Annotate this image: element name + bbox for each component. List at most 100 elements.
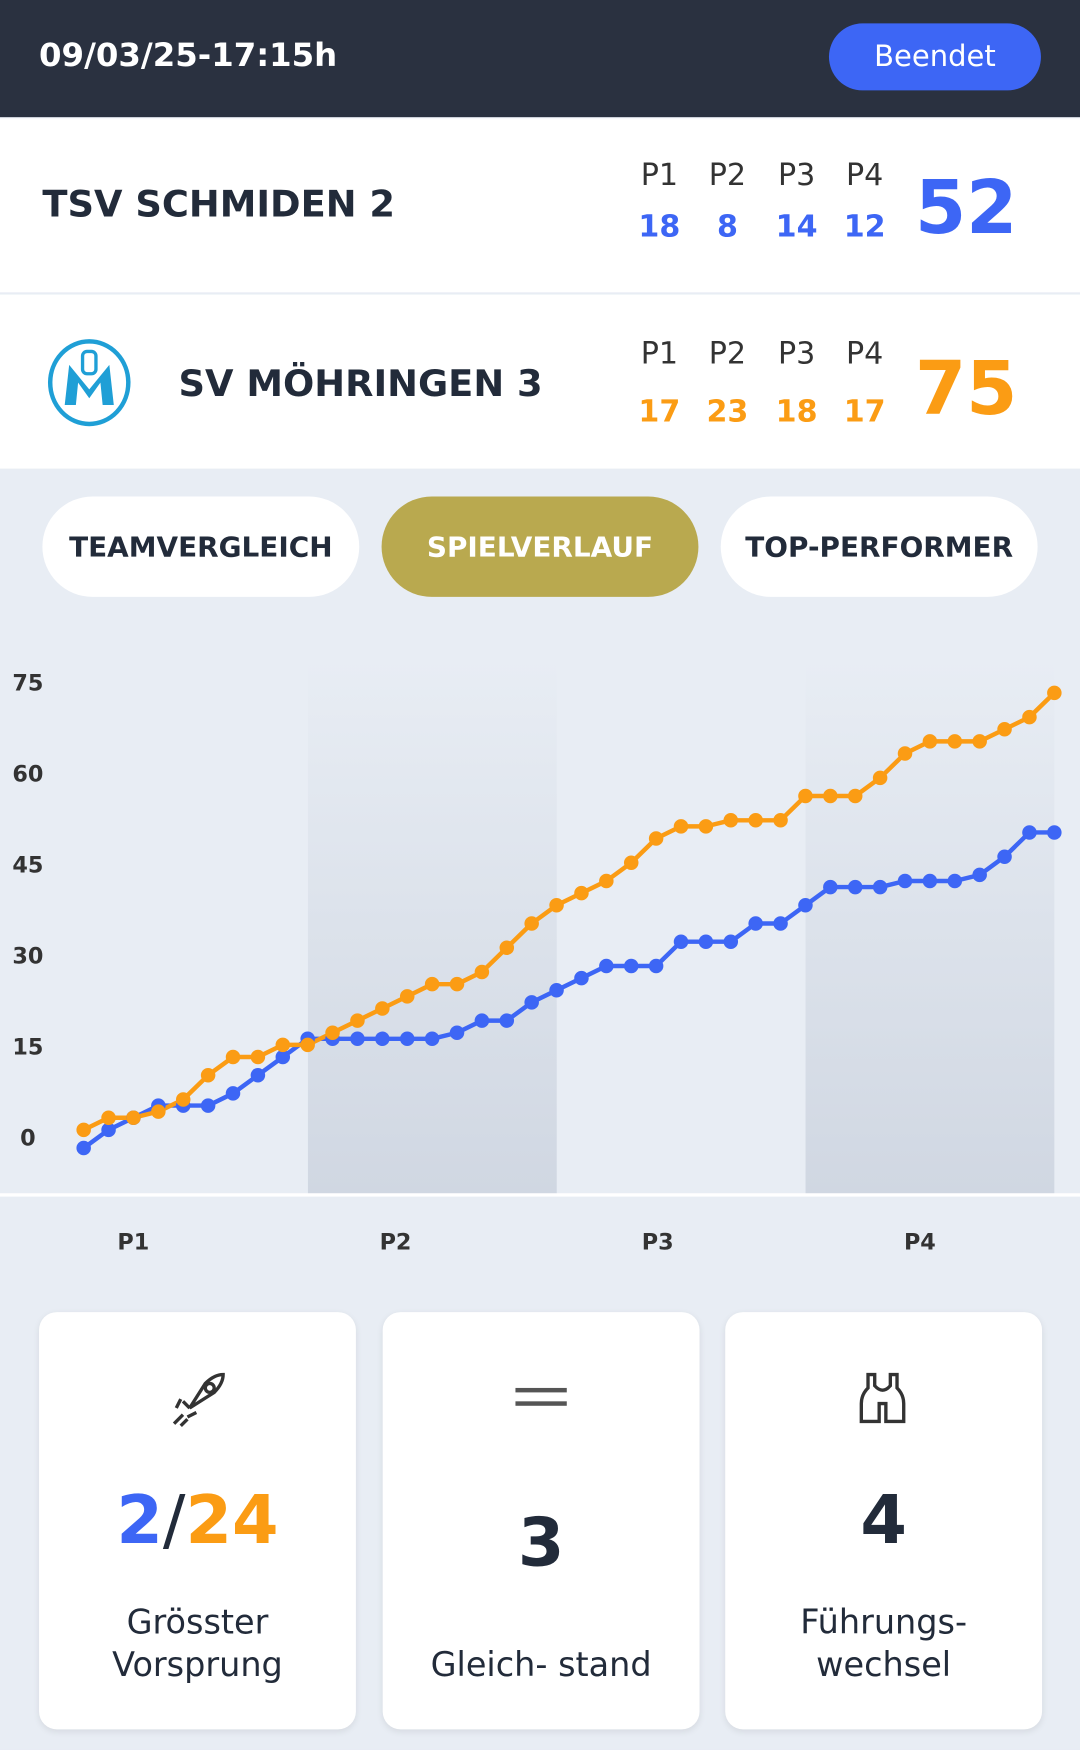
team-row <box>0 294 1080 469</box>
tab-active[interactable]: SPIELVERLAUF <box>381 496 699 597</box>
data-point <box>798 898 813 913</box>
data-point <box>250 1067 266 1083</box>
data-point <box>275 1037 291 1053</box>
period-label: P3 <box>777 336 816 372</box>
period-label: P1 <box>640 336 679 372</box>
data-point <box>673 934 689 949</box>
data-point <box>997 849 1012 864</box>
period-label: P2 <box>708 158 747 194</box>
y-tick-label: 0 <box>20 1126 36 1152</box>
data-point <box>847 879 863 895</box>
x-tick-label: P1 <box>117 1229 149 1255</box>
period-score: 18 <box>638 209 681 245</box>
data-point <box>748 916 763 931</box>
data-point <box>101 1110 116 1125</box>
data-point <box>1022 709 1037 725</box>
y-tick-label: 45 <box>12 853 43 879</box>
stat-label: Grösster Vorsprung <box>112 1603 283 1685</box>
stat-value: 4 <box>860 1481 907 1560</box>
period-label: P3 <box>777 158 816 194</box>
team-name: SV MÖHRINGEN 3 <box>178 361 543 405</box>
data-point <box>823 879 838 895</box>
period-score: 18 <box>775 394 818 430</box>
data-point <box>449 976 465 992</box>
y-tick-label: 75 <box>12 670 43 696</box>
stat-card: 4 Führungs- wechsel <box>725 1312 1043 1730</box>
data-point <box>275 1049 291 1065</box>
period-score: 17 <box>843 394 886 430</box>
stat-home: 2 <box>116 1481 163 1560</box>
data-point <box>375 1001 390 1016</box>
data-point <box>698 819 714 834</box>
data-point <box>126 1110 141 1125</box>
data-point <box>947 873 963 889</box>
status-button[interactable]: Beendet <box>828 23 1041 91</box>
data-point <box>424 976 440 992</box>
data-point <box>424 1031 440 1047</box>
data-point <box>972 734 987 749</box>
data-point <box>76 1140 91 1156</box>
data-point <box>549 983 564 998</box>
data-point <box>972 867 987 883</box>
data-point <box>200 1067 216 1083</box>
data-point <box>1047 825 1062 840</box>
tab[interactable]: TOP-PERFORMER <box>720 496 1038 597</box>
data-point <box>524 995 539 1010</box>
x-tick-label: P4 <box>904 1229 936 1255</box>
data-point <box>76 1122 91 1138</box>
period-label: P4 <box>845 336 884 372</box>
rocket-icon <box>172 1372 225 1428</box>
data-point <box>897 746 913 761</box>
data-point <box>250 1049 266 1065</box>
data-point <box>897 873 913 889</box>
data-point <box>623 855 639 871</box>
match-datetime: 09/03/25-17:15h <box>39 35 338 74</box>
data-point <box>599 958 614 974</box>
period-score: 17 <box>638 394 681 430</box>
total-score: 75 <box>914 345 1018 432</box>
stat-away: 24 <box>185 1481 279 1560</box>
y-tick-label: 30 <box>12 944 43 970</box>
period-label: P2 <box>708 336 747 372</box>
data-point <box>872 879 888 895</box>
data-point <box>997 722 1012 737</box>
data-point <box>474 1013 490 1028</box>
stat-separator: / <box>162 1481 186 1560</box>
data-point <box>225 1086 241 1101</box>
data-point <box>773 813 788 828</box>
data-point <box>798 788 813 804</box>
period-score: 12 <box>843 209 886 245</box>
data-point <box>499 940 515 956</box>
total-score: 52 <box>914 165 1018 252</box>
data-point <box>549 898 564 913</box>
data-point <box>648 958 664 974</box>
data-point <box>574 970 589 986</box>
equals-icon <box>515 1387 567 1406</box>
stat-label: Gleich- stand <box>430 1645 652 1685</box>
period-score: 8 <box>716 209 738 245</box>
data-point <box>300 1037 315 1053</box>
period-score: 14 <box>775 209 818 245</box>
series-line <box>82 830 1055 1150</box>
x-tick-label: P2 <box>380 1229 412 1255</box>
data-point <box>723 934 739 949</box>
y-tick-label: 60 <box>12 761 43 787</box>
period-band <box>307 658 557 1194</box>
data-point <box>350 1013 365 1028</box>
data-point <box>723 813 739 828</box>
data-point <box>1047 685 1062 701</box>
team-logo <box>47 339 131 427</box>
data-point <box>499 1013 515 1028</box>
data-point <box>698 934 714 949</box>
game-flow-chart: 0 15 30 45 60 75 P1 P2 P3 P4 <box>0 658 1080 1255</box>
data-point <box>922 734 938 749</box>
data-point <box>399 989 415 1004</box>
data-point <box>101 1122 116 1138</box>
tab[interactable]: TEAMVERGLEICH <box>42 496 360 597</box>
stat-label: Führungs- wechsel <box>800 1603 968 1685</box>
data-point <box>574 885 589 901</box>
period-label: P1 <box>640 158 679 194</box>
data-point <box>524 916 539 931</box>
data-point <box>748 813 763 828</box>
